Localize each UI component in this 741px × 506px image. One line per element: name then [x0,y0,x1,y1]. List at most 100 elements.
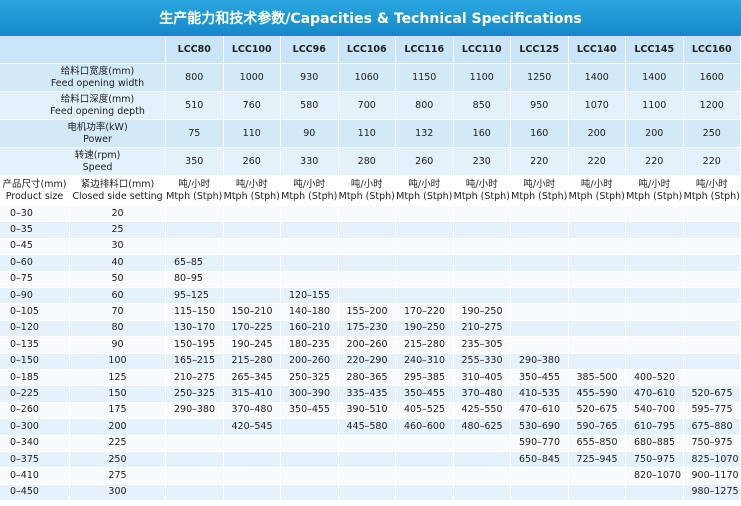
cell-text: 90 [111,338,124,350]
capacity [223,288,281,305]
product-size: 0–75 [0,271,70,288]
capacity: 590–770 [511,435,569,452]
param-label-en: Feed opening width [50,77,145,89]
param-value-text: 230 [472,155,491,167]
capacity [568,288,626,305]
unit-en: Mtph (Stph) [396,190,453,202]
cell-text: 390–510 [346,404,388,416]
capacity: 150–195 [166,337,224,354]
model-header: LCC80 [166,36,224,64]
closed-side-setting: 100 [70,353,166,370]
cell-text: 215–280 [404,338,446,350]
capacity: 300–390 [281,386,339,403]
param-value-text: 200 [645,127,664,139]
cell-text: 0–340 [10,437,39,449]
param-label-cn: 给料口深度(mm) [60,93,135,105]
cell-text: 100 [108,355,127,367]
unit-header: 吨/小时 Mtph (Stph) [166,176,224,206]
capacity [626,222,684,239]
cell-text: 140–180 [289,306,331,318]
cell-text: 210–275 [174,371,216,383]
param-value: 160 [511,120,569,148]
capacity: 370–480 [223,402,281,420]
capacity [511,255,569,272]
param-value: 160 [453,120,511,148]
param-value-text: 200 [587,127,606,139]
closed-side-setting: 300 [70,484,166,502]
param-value: 220 [626,148,684,176]
capacity [568,255,626,272]
model-header: LCC110 [453,36,511,64]
param-value-text: 1070 [584,99,609,111]
capacity: 900–1170 [683,468,741,485]
cell-text: 470–610 [519,404,561,416]
capacity [568,271,626,288]
param-value-text: 1600 [699,71,724,83]
capacity: 680–885 [626,435,684,452]
cell-text: 335–435 [346,388,388,400]
cell-text: 0–120 [10,322,39,334]
param-value-text: 90 [303,127,316,139]
unit-cn: 吨/小时 [408,178,441,190]
cell-text: 165–215 [174,355,216,367]
capacity [568,304,626,321]
param-value-text: 510 [185,99,204,111]
product-size: 0–105 [0,304,70,321]
cell-text: 235–305 [461,338,503,350]
capacity [223,452,281,469]
capacity: 750–975 [626,452,684,469]
capacity: 170–225 [223,320,281,338]
capacity [281,271,339,288]
param-value: 1400 [568,64,626,92]
product-size: 0–300 [0,419,70,436]
capacity [281,468,339,485]
title: 生产能力和技术参数/Capacities & Technical Specifi… [0,0,741,36]
param-value-text: 220 [645,155,664,167]
capacity [683,353,741,370]
cell-text: 250 [108,453,127,465]
capacity [683,271,741,288]
cell-text: 370–480 [461,388,503,400]
capacity: 290–380 [511,353,569,370]
cell-text: 150 [108,388,127,400]
capacity [453,222,511,239]
capacity [626,353,684,370]
capacity [281,206,339,223]
capacity [338,288,396,305]
capacity: 410–535 [511,386,569,403]
capacity: 235–305 [453,337,511,354]
capacity: 280–365 [338,370,396,387]
capacity: 595–775 [683,402,741,420]
capacity: 210–275 [453,320,511,338]
cell-text: 750–975 [634,453,676,465]
param-value-text: 260 [415,155,434,167]
cell-text: 30 [111,240,124,252]
unit-header: 吨/小时 Mtph (Stph) [511,176,569,206]
capacity: 215–280 [223,353,281,370]
cell-text: 0–185 [10,371,39,383]
capacity: 460–600 [396,419,454,436]
cell-text: 170–225 [231,322,273,334]
cell-text: 25 [111,224,124,236]
product-size: 0–450 [0,484,70,502]
capacity [511,337,569,354]
cell-text: 80–95 [174,273,203,285]
unit-header: 吨/小时 Mtph (Stph) [453,176,511,206]
unit-header: 吨/小时 Mtph (Stph) [683,176,741,206]
param-value: 260 [396,148,454,176]
cell-text: 470–610 [634,388,676,400]
cell-text: 0–410 [10,470,39,482]
capacity: 315–410 [223,386,281,403]
product-size: 0–185 [0,370,70,387]
capacity [511,288,569,305]
capacity: 190–245 [223,337,281,354]
capacity [453,435,511,452]
product-size: 0–340 [0,435,70,452]
unit-en: Mtph (Stph) [281,190,338,202]
capacity [453,484,511,502]
capacity [683,288,741,305]
param-value-text: 1100 [642,99,667,111]
cell-text: 480–625 [461,420,503,432]
unit-en: Mtph (Stph) [683,190,740,202]
capacity [626,484,684,502]
